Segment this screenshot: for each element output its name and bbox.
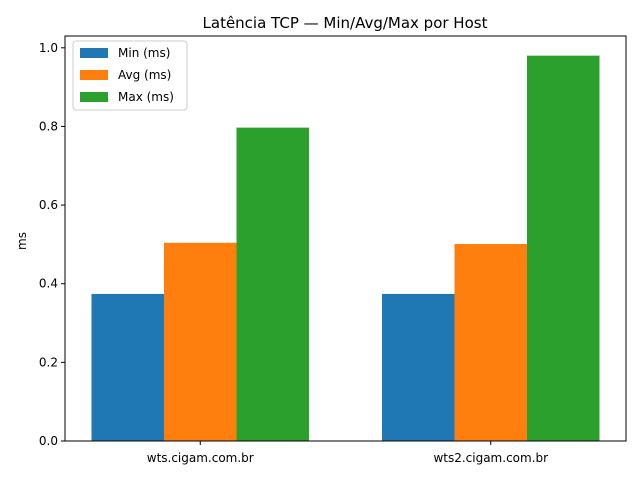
legend-swatch-2 <box>80 70 108 80</box>
y-tick-label: 0.2 <box>39 355 58 369</box>
chart-title: Latência TCP — Min/Avg/Max por Host <box>203 14 488 32</box>
bar-3-1 <box>236 127 309 442</box>
y-tick-label: 0.6 <box>39 198 58 212</box>
legend-label-2: Avg (ms) <box>118 68 171 82</box>
y-tick-label: 0.8 <box>39 119 58 133</box>
y-tick-label: 0.0 <box>39 434 58 448</box>
y-tick-label: 1.0 <box>39 41 58 55</box>
legend-label-3: Max (ms) <box>118 90 174 104</box>
legend-swatch-1 <box>80 48 108 58</box>
plot-area: 0.0 0.2 0.4 0.6 0.8 1.0 wts.cigam.com.br wts2.c… <box>39 35 627 465</box>
bar-2-1 <box>164 242 237 441</box>
legend-swatch-3 <box>80 92 108 102</box>
bar-1-2 <box>382 293 455 441</box>
y-tick-label: 0.4 <box>39 277 58 291</box>
x-tick-label: wts.cigam.com.br <box>147 451 254 465</box>
y-axis-label: ms <box>15 232 29 250</box>
bar-2-2 <box>454 244 527 441</box>
bar-3-2 <box>527 55 600 441</box>
plot-frame <box>64 35 627 442</box>
x-tick-label: wts2.cigam.com.br <box>433 451 548 465</box>
legend-label-1: Min (ms) <box>118 46 170 60</box>
bar-1-1 <box>91 293 164 441</box>
